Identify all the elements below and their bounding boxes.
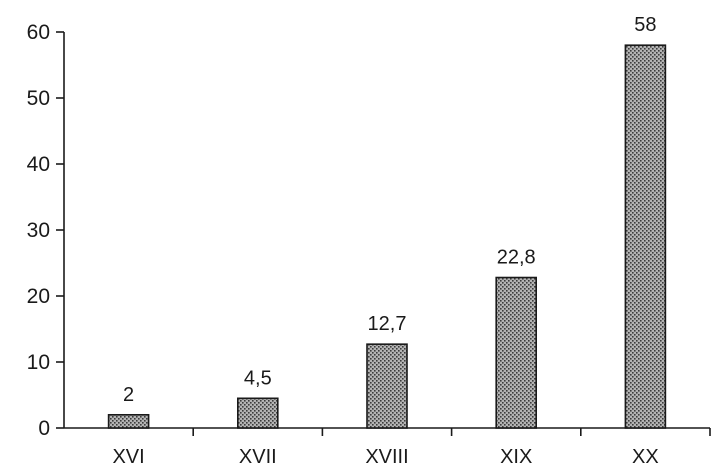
data-label: 4,5 (244, 367, 272, 389)
bar-xviii (366, 343, 408, 429)
y-axis: 0 10 20 30 40 50 60 (27, 21, 65, 440)
x-tick-label: XVII (239, 446, 277, 468)
data-label: 22,8 (497, 247, 536, 269)
y-tick-label: 60 (27, 21, 50, 44)
y-tick-label: 20 (27, 285, 50, 308)
x-tick-label: XX (632, 446, 659, 468)
x-axis: XVI XVII XVIII XIX XX (64, 427, 711, 468)
bar-xvii (237, 397, 279, 429)
y-tick-label: 40 (27, 153, 50, 176)
y-tick-label: 50 (27, 87, 50, 110)
data-label: 12,7 (368, 313, 407, 335)
x-tick-label: XVI (112, 446, 144, 468)
y-tick-label: 10 (27, 351, 50, 374)
x-tick-label: XIX (500, 446, 532, 468)
bar-xix (495, 276, 538, 429)
data-label: 2 (123, 384, 134, 406)
bar-xvi (107, 413, 150, 429)
y-tick-label: 30 (27, 219, 50, 242)
y-tick-label: 0 (38, 417, 50, 440)
bar-xx (624, 44, 667, 429)
data-label: 58 (634, 14, 656, 36)
bars (107, 44, 667, 429)
x-tick-label: XVIII (365, 446, 408, 468)
data-labels: 2 4,5 12,7 22,8 58 (123, 14, 656, 406)
